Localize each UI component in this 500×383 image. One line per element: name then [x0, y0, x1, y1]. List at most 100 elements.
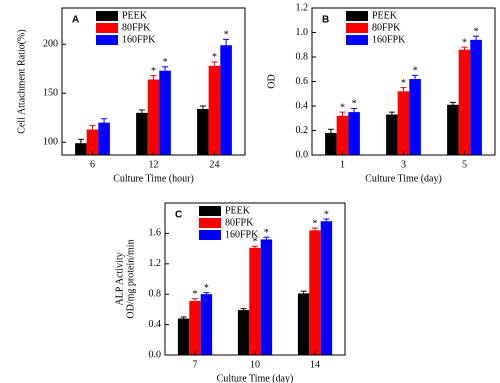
y-tick-label: 0.2: [296, 125, 309, 136]
y-tick-label: 1.2: [296, 2, 309, 13]
panel-label: B: [322, 15, 329, 26]
bar: [249, 247, 261, 355]
y-axis-label: OD: [266, 74, 277, 88]
error-bar: [312, 227, 318, 234]
legend-swatch: [96, 23, 118, 33]
x-tick-label: 10: [250, 359, 260, 370]
bar: [159, 70, 171, 155]
y-tick-label: 1.2: [149, 258, 162, 269]
error-bar: [180, 316, 187, 321]
error-bar: [240, 308, 247, 313]
error-bar: [323, 218, 330, 225]
bar: [336, 115, 349, 155]
error-bar: [400, 87, 407, 96]
error-bar: [162, 66, 169, 76]
y-tick-label: 0.8: [296, 51, 309, 62]
significance-mark: *: [324, 209, 329, 220]
bar: [98, 122, 110, 155]
error-bar: [77, 138, 84, 148]
bar: [447, 104, 459, 155]
y-tick-label: 0.4: [149, 319, 162, 330]
bar: [348, 112, 360, 155]
panel-label: C: [175, 210, 182, 221]
error-bar: [211, 61, 218, 71]
x-tick-label: 12: [149, 159, 159, 170]
legend-label: 80FPK: [225, 217, 254, 228]
error-bar: [327, 128, 334, 138]
bar: [260, 239, 273, 355]
y-tick-label: 0.6: [296, 76, 309, 87]
significance-mark: *: [413, 66, 418, 77]
error-bar: [461, 46, 468, 53]
bar: [136, 112, 148, 155]
x-tick-label: 7: [193, 359, 198, 370]
y-tick-label: 0.8: [149, 288, 162, 299]
x-tick-label: 14: [310, 359, 320, 370]
y-axis-label: ALP Activity: [114, 252, 125, 305]
bar: [397, 91, 410, 155]
bar: [237, 310, 250, 355]
error-bar: [138, 109, 145, 117]
significance-mark: *: [204, 283, 209, 294]
legend-swatch: [96, 35, 118, 45]
significance-mark: *: [352, 99, 357, 110]
bar: [75, 143, 87, 155]
error-bar: [203, 292, 210, 297]
error-bar: [388, 111, 395, 118]
error-bar: [339, 111, 346, 120]
legend-swatch: [346, 23, 368, 33]
significance-mark: *: [151, 66, 156, 77]
error-bar: [449, 101, 456, 108]
significance-mark: *: [474, 26, 479, 37]
legend-swatch: [346, 35, 368, 45]
legend-swatch: [199, 206, 221, 216]
bar: [208, 65, 221, 155]
legend-label: PEEK: [372, 10, 398, 21]
bar: [86, 129, 99, 155]
bar: [177, 318, 190, 355]
legend-label: 80FPK: [372, 22, 401, 33]
error-bar: [101, 118, 108, 128]
significance-mark: *: [313, 218, 318, 229]
error-bar: [223, 38, 230, 52]
error-bar: [192, 298, 198, 304]
x-tick-label: 3: [401, 159, 406, 170]
bar: [470, 39, 482, 155]
significance-mark: *: [212, 52, 217, 63]
y-axis-label: OD/mg protein/min: [125, 239, 136, 318]
bar: [458, 49, 471, 155]
legend-swatch: [96, 11, 118, 21]
bar: [200, 294, 213, 355]
bar: [147, 79, 160, 155]
y-tick-label: 1.0: [296, 27, 309, 38]
y-tick-label: 1.6: [149, 228, 162, 239]
y-tick-label: 150: [43, 88, 58, 99]
panel-label: A: [72, 15, 79, 26]
x-axis-label: Culture Time (day): [365, 173, 442, 184]
legend-swatch: [346, 11, 368, 21]
bar: [409, 79, 421, 155]
legend-label: 160FPK: [372, 34, 406, 45]
error-bar: [150, 75, 157, 84]
y-tick-label: 0.4: [296, 100, 309, 111]
legend-label: 160FPK: [225, 229, 259, 240]
legend-label: PEEK: [122, 10, 148, 21]
x-tick-label: 24: [210, 159, 220, 170]
bar: [220, 45, 232, 155]
error-bar: [252, 245, 258, 250]
error-bar: [300, 290, 307, 297]
error-bar: [199, 105, 206, 113]
error-bar: [89, 125, 96, 134]
bar: [297, 293, 310, 355]
y-tick-label: 100: [43, 137, 58, 148]
error-bar: [263, 236, 270, 243]
bar: [189, 301, 201, 355]
x-tick-label: 5: [462, 159, 467, 170]
x-tick-label: 1: [340, 159, 345, 170]
error-bar: [412, 74, 419, 84]
bar: [386, 114, 398, 155]
x-axis-label: Culture Time (day): [217, 373, 294, 383]
legend-label: PEEK: [225, 205, 251, 216]
y-tick-label: 0.0: [296, 149, 309, 160]
significance-mark: *: [264, 227, 269, 238]
